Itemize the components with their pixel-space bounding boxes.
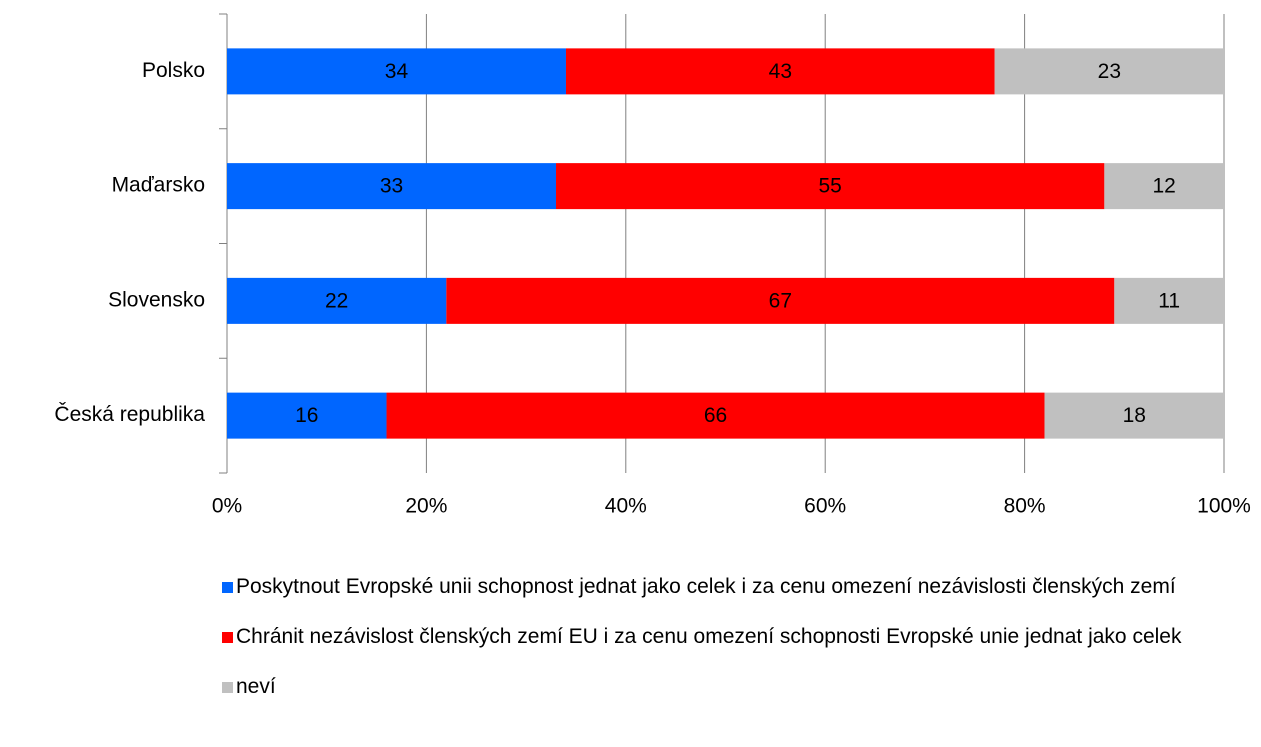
legend-swatch <box>222 682 233 693</box>
y-tick-label: Maďarsko <box>112 174 205 197</box>
bar-segment <box>565 48 995 95</box>
bar-segment <box>227 277 447 324</box>
bar-segment <box>1114 277 1224 324</box>
bar-segment <box>1044 392 1224 439</box>
data-label: 16 <box>295 404 318 427</box>
data-label: 22 <box>325 289 348 312</box>
x-tick-label: 100% <box>1197 495 1251 518</box>
bar-segment <box>1104 163 1224 210</box>
legend-swatch <box>222 632 233 643</box>
bar-segment <box>386 392 1045 439</box>
bar-segment <box>227 48 566 95</box>
x-tick-label: 20% <box>405 495 447 518</box>
y-tick-label: Česká republika <box>54 403 205 426</box>
data-label: 23 <box>1098 60 1121 83</box>
x-tick-label: 40% <box>605 495 647 518</box>
legend-label: neví <box>236 675 276 698</box>
data-label: 67 <box>769 289 792 312</box>
legend: Poskytnout Evropské unii schopnost jedna… <box>222 574 1182 724</box>
x-tick-label: 60% <box>804 495 846 518</box>
legend-item: Poskytnout Evropské unii schopnost jedna… <box>222 574 1182 600</box>
x-tick-label: 0% <box>212 495 242 518</box>
data-label: 18 <box>1123 404 1146 427</box>
data-label: 55 <box>819 175 842 198</box>
legend-label: Poskytnout Evropské unii schopnost jedna… <box>236 575 1176 598</box>
legend-item: Chránit nezávislost členských zemí EU i … <box>222 624 1182 650</box>
bar-segment <box>227 163 557 210</box>
bar-segment <box>994 48 1224 95</box>
data-label: 33 <box>380 175 403 198</box>
data-label: 43 <box>769 60 792 83</box>
bar-segment <box>556 163 1105 210</box>
chart: 0% 20% 40% 60% 80% 100% Polsko 34 43 23 Maďarsko 33… <box>54 13 1251 518</box>
data-label: 12 <box>1153 175 1176 198</box>
data-label: 66 <box>704 404 727 427</box>
data-label: 11 <box>1158 289 1180 312</box>
y-tick-label: Polsko <box>142 59 205 82</box>
x-tick-label: 80% <box>1004 495 1046 518</box>
y-tick-label: Slovensko <box>108 288 205 311</box>
legend-label: Chránit nezávislost členských zemí EU i … <box>236 625 1182 648</box>
bar-segment <box>227 392 387 439</box>
legend-item: neví <box>222 674 1182 700</box>
legend-swatch <box>222 582 233 593</box>
bar-segment <box>446 277 1115 324</box>
data-label: 34 <box>385 60 409 83</box>
